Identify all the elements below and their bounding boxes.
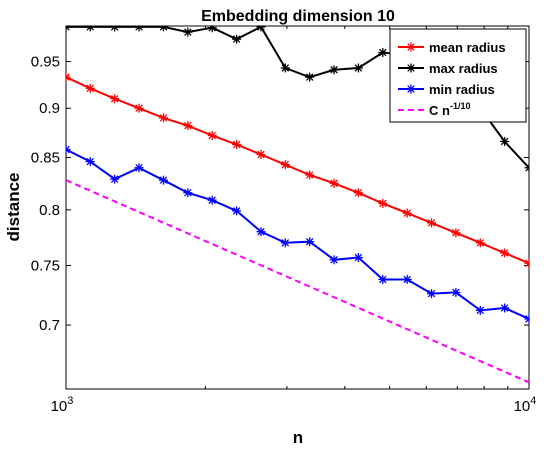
legend-marker [406,42,416,52]
y-tick-label: 0.9 [39,100,60,117]
y-tick-label: 0.8 [39,202,60,219]
data-point-mean-radius [402,208,412,218]
data-point-min-radius [134,163,144,173]
data-point-mean-radius [427,218,437,228]
plot-frame [65,25,530,390]
data-point-mean-radius [110,94,120,104]
data-point-mean-radius [207,131,217,141]
data-point-mean-radius [183,121,193,131]
chart-title: Embedding dimension 10 [201,8,395,25]
x-tick-label: 103 [51,395,74,415]
y-tick-label: 0.85 [31,150,60,167]
data-point-min-radius [524,314,529,324]
data-point-mean-radius [524,258,529,268]
data-point-max-radius [353,63,363,73]
data-point-min-radius [451,287,461,297]
data-point-min-radius [232,206,242,216]
legend-marker [406,84,416,94]
data-point-max-radius [305,72,315,82]
x-tick-label: 104 [514,395,537,415]
data-point-max-radius [66,26,71,32]
series-min-radius [66,144,529,324]
legend-label: C n-1/10 [429,101,470,118]
y-tick-label: 0.7 [39,317,60,334]
data-point-mean-radius [451,228,461,238]
data-point-max-radius [183,27,193,37]
data-point-mean-radius [353,188,363,198]
data-point-min-radius [500,303,510,313]
y-axis-label: distance [4,173,23,242]
axis-ticks: 0.7 0.75 0.8 0.85 0.9 0.95 103 104 [31,26,537,415]
data-point-min-radius [110,174,120,184]
data-point-max-radius [232,34,242,44]
data-point-mean-radius [159,113,169,123]
legend-label: mean radius [429,40,506,55]
data-point-max-radius [256,26,266,32]
data-point-max-radius [524,163,529,173]
y-tick-label: 0.95 [31,54,60,71]
legend-entry-reference: C n-1/10 [398,101,470,118]
data-point-max-radius [378,48,388,58]
data-point-max-radius [159,26,169,32]
data-point-max-radius [280,63,290,73]
data-point-min-radius [353,253,363,263]
reference-line [66,179,529,384]
legend-label: max radius [429,61,498,76]
data-point-min-radius [183,188,193,198]
data-point-mean-radius [134,103,144,113]
data-point-max-radius [500,136,510,146]
data-point-min-radius [159,175,169,185]
data-point-min-radius [475,305,485,315]
data-point-min-radius [378,274,388,284]
legend-entry-min-radius: min radius [398,82,495,97]
legend-entry-mean-radius: mean radius [398,40,506,55]
x-axis-label: n [293,428,303,447]
legend-marker [406,63,416,73]
data-point-mean-radius [66,72,71,82]
legend-entry-max-radius: max radius [398,61,498,76]
data-point-min-radius [402,274,412,284]
series-line-mean-radius [66,76,529,265]
y-tick-label: 0.75 [31,258,60,275]
legend: mean radius max radius min radius C n-1/10 [389,28,527,123]
data-point-mean-radius [475,238,485,248]
data-point-mean-radius [500,248,510,258]
data-point-min-radius [329,255,339,265]
data-point-mean-radius [280,160,290,170]
data-point-max-radius [329,65,339,75]
data-point-mean-radius [256,150,266,160]
data-point-mean-radius [329,178,339,188]
data-point-min-radius [207,195,217,205]
data-point-mean-radius [378,198,388,208]
data-point-min-radius [305,237,315,247]
data-point-min-radius [427,289,437,299]
data-point-max-radius [110,26,120,32]
data-point-min-radius [280,238,290,248]
series-mean-radius [66,72,529,268]
legend-label: min radius [429,82,495,97]
data-point-min-radius [66,144,71,154]
data-point-max-radius [207,26,217,33]
data-point-min-radius [256,227,266,237]
data-point-mean-radius [305,170,315,180]
data-point-max-radius [85,26,95,32]
data-point-min-radius [85,157,95,167]
data-point-max-radius [134,26,144,32]
data-point-mean-radius [85,83,95,93]
data-point-mean-radius [232,139,242,149]
